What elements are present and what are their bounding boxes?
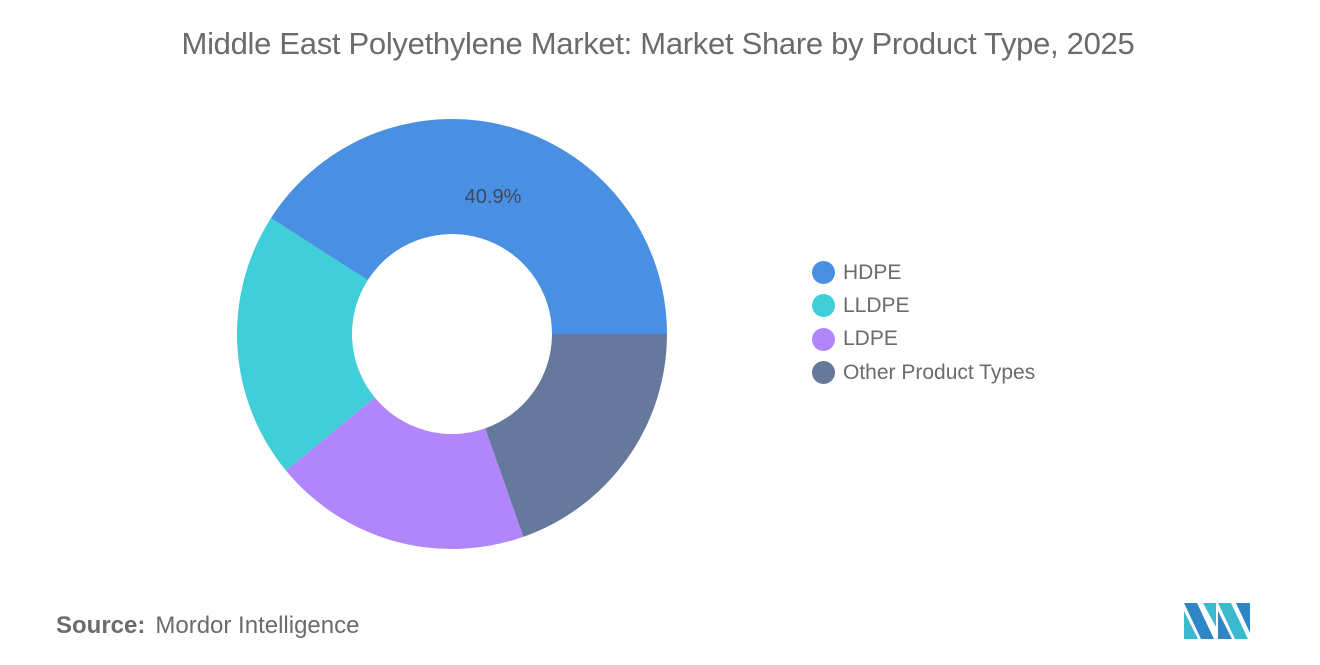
legend-swatch-icon — [812, 261, 835, 285]
donut-slices — [236, 118, 667, 549]
slice-hdpe[interactable] — [270, 118, 667, 334]
legend-item-lldpe[interactable]: LLDPE — [812, 289, 1035, 322]
legend-item-ldpe[interactable]: LDPE — [812, 323, 1035, 356]
source-label: Source: — [56, 612, 146, 639]
legend-label: HDPE — [843, 260, 902, 284]
chart-title-text: Middle East Polyethylene Market: Market … — [181, 26, 1135, 61]
legend-label: LLDPE — [843, 293, 910, 317]
legend-swatch-icon — [812, 294, 835, 318]
source-value: Mordor Intelligence — [155, 612, 360, 639]
legend-item-hdpe[interactable]: HDPE — [812, 256, 1035, 289]
slice-lldpe[interactable] — [236, 218, 375, 471]
slice-other-product-types[interactable] — [485, 334, 667, 537]
slice-ldpe[interactable] — [286, 397, 524, 549]
chart-legend: HDPE LLDPE LDPE Other Product Types — [812, 256, 1035, 389]
legend-label: LDPE — [843, 327, 898, 351]
legend-swatch-icon — [812, 361, 835, 385]
legend-label: Other Product Types — [843, 360, 1036, 384]
slice-label-hdpe: 40.9% — [465, 186, 522, 208]
mordor-intelligence-logo-icon — [1184, 603, 1250, 639]
source-note: Source: Mordor Intelligence — [56, 612, 359, 640]
legend-item-other-product-types[interactable]: Other Product Types — [812, 356, 1035, 389]
chart-title: Middle East Polyethylene Market: Market … — [0, 26, 1320, 62]
legend-swatch-icon — [812, 327, 835, 351]
